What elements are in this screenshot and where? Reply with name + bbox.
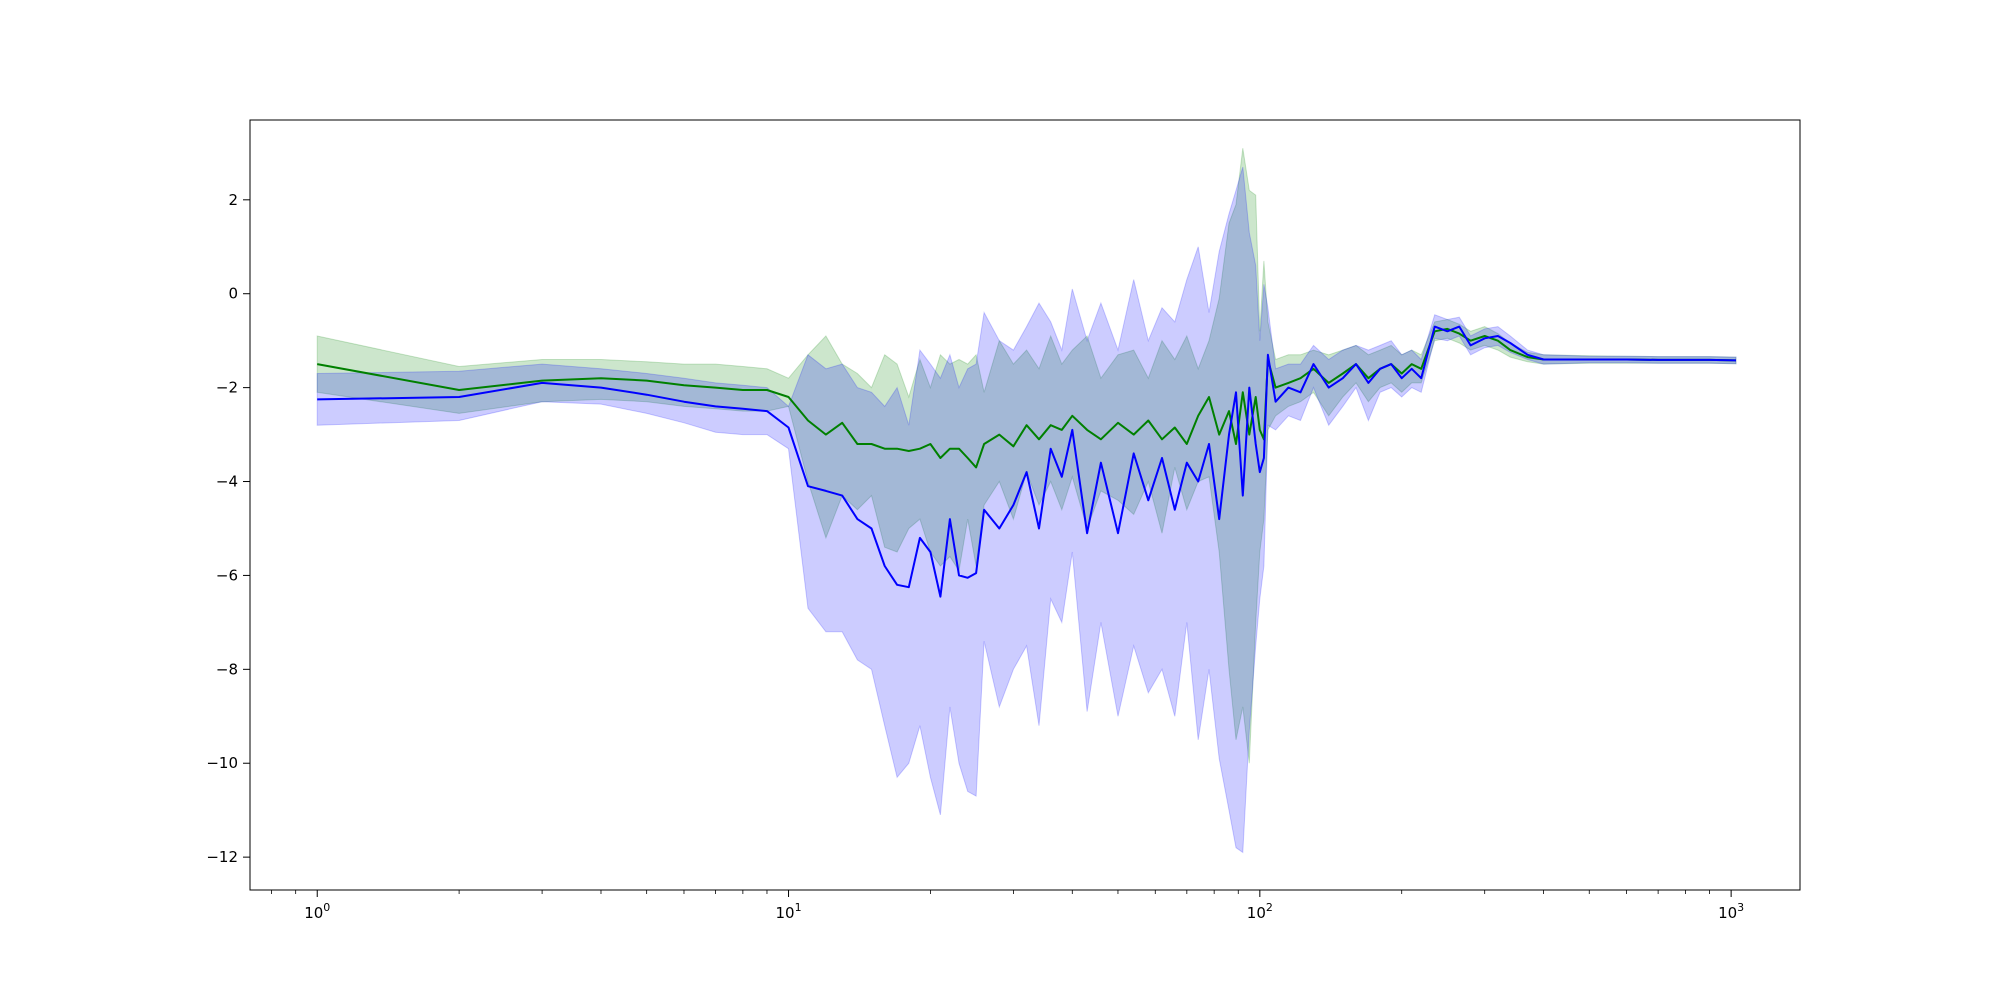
y-tick-label: 0 [228, 285, 238, 303]
x-tick-label: 102 [1247, 901, 1273, 922]
y-tick-label: −4 [216, 473, 238, 491]
y-tick-label: −2 [216, 379, 238, 397]
x-tick-label: 100 [304, 901, 330, 922]
series-1-band [316, 166, 1737, 854]
y-tick-label: 2 [228, 191, 238, 209]
series-1-line [317, 325, 1737, 598]
plot-frame [249, 119, 1801, 891]
x-tick-label: 101 [775, 901, 801, 922]
y-tick-label: −10 [206, 754, 238, 772]
series-lines [317, 325, 1737, 598]
x-tick-label: 103 [1718, 901, 1744, 922]
series-0-band [316, 148, 1737, 764]
y-tick-label: −8 [216, 660, 238, 678]
y-tick-label: −6 [216, 566, 238, 584]
x-axis: 100 101 102 103 [271, 890, 1744, 922]
confidence-bands [316, 148, 1737, 854]
series-0-line [317, 327, 1737, 469]
y-tick-label: −12 [206, 848, 238, 866]
y-axis: 2 0 −2 −4 −6 −8 −10 −12 [206, 191, 250, 866]
plot-area [250, 120, 1800, 890]
